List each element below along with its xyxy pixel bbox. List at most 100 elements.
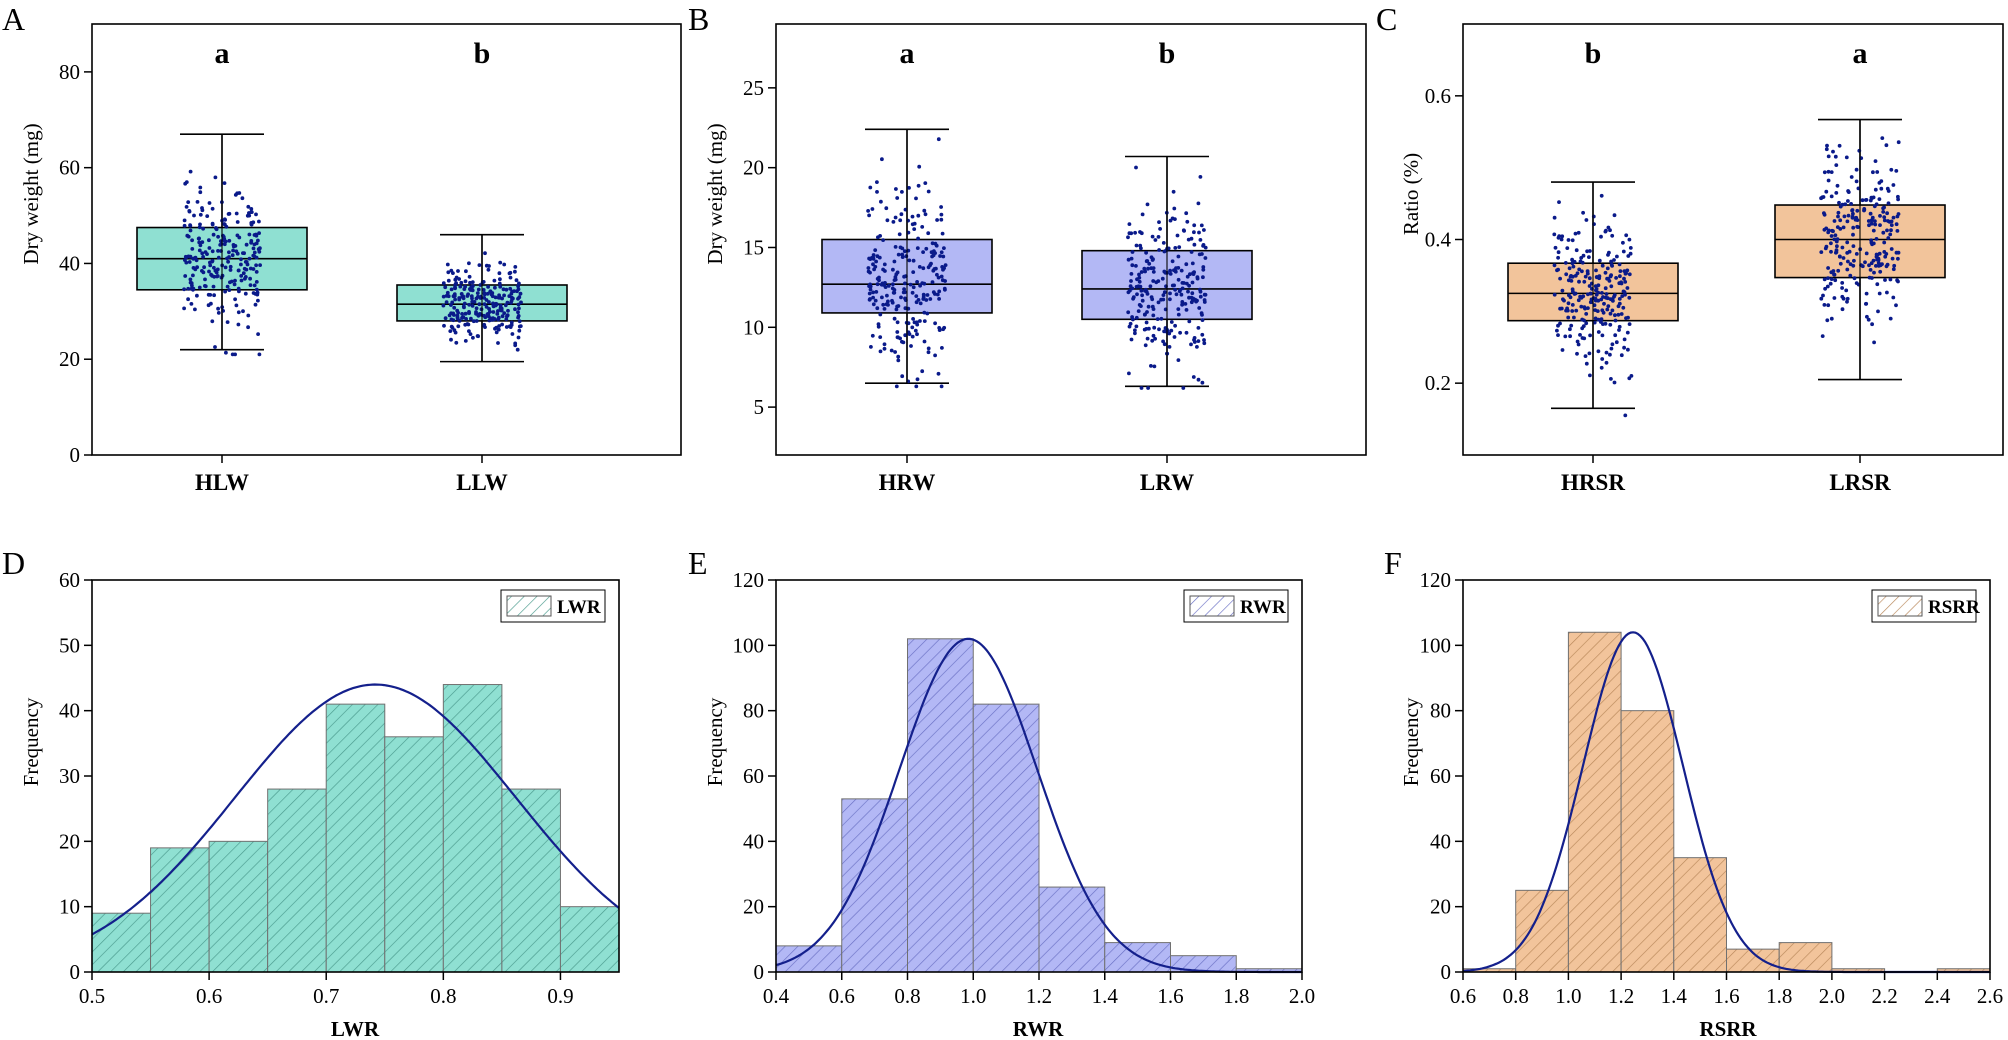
data-point [1185, 219, 1190, 224]
data-point [903, 281, 907, 286]
data-point [464, 269, 468, 274]
data-point [1185, 274, 1190, 279]
data-point [1191, 272, 1196, 276]
data-point [1606, 304, 1611, 308]
data-point [1162, 342, 1167, 347]
data-point [1190, 261, 1195, 266]
data-point [926, 346, 931, 351]
plot-frame [1462, 23, 2004, 456]
data-point [1609, 262, 1614, 267]
y-tick-label: 0 [1441, 960, 1452, 984]
data-point [1848, 273, 1853, 278]
data-point [1152, 364, 1157, 369]
data-point [1892, 263, 1897, 268]
data-point [1190, 280, 1195, 285]
data-point [922, 339, 927, 344]
data-point [1864, 302, 1868, 306]
data-point [224, 224, 229, 229]
data-point [885, 293, 889, 298]
data-point [1882, 250, 1887, 254]
data-point [1619, 280, 1623, 285]
data-point [470, 288, 475, 293]
data-point [908, 282, 913, 287]
data-point [914, 196, 918, 201]
data-point [875, 282, 880, 287]
y-tick-label: 20 [1430, 895, 1451, 919]
data-point [878, 312, 883, 317]
data-point [877, 278, 881, 283]
data-point [1129, 272, 1134, 276]
data-point [1149, 295, 1154, 299]
data-point [883, 285, 888, 289]
data-point [874, 259, 878, 264]
y-axis: 0 20 40 60 80 100 120 [733, 568, 765, 984]
data-point [1844, 288, 1849, 293]
data-point [1851, 232, 1855, 237]
data-point [1201, 275, 1205, 280]
data-point [1190, 298, 1195, 303]
data-point [463, 284, 467, 289]
histogram-bar-hatch [267, 788, 327, 973]
data-point [891, 267, 895, 272]
data-point [1187, 319, 1192, 324]
data-point [1200, 252, 1204, 256]
data-point [1131, 317, 1135, 322]
data-point [1869, 218, 1874, 223]
data-point [235, 251, 240, 256]
data-point [1885, 228, 1889, 233]
data-point [1574, 248, 1579, 253]
data-point [200, 206, 204, 210]
data-point [187, 209, 192, 213]
data-point [1864, 291, 1869, 296]
data-point [1153, 238, 1158, 242]
category-label: HRW [879, 470, 936, 495]
data-point [1826, 276, 1830, 280]
data-point [1833, 278, 1838, 283]
data-point [1143, 269, 1147, 274]
data-point [1872, 204, 1877, 209]
data-point [185, 233, 190, 238]
data-point [1603, 321, 1608, 326]
data-point [249, 210, 254, 215]
data-point [1134, 243, 1139, 248]
data-point [471, 319, 476, 324]
y-tick-label: 40 [59, 699, 80, 723]
data-point [201, 226, 206, 231]
data-point [481, 323, 486, 328]
data-point [895, 270, 900, 275]
data-point [1882, 240, 1887, 245]
data-point [461, 296, 466, 301]
data-point [228, 268, 233, 272]
data-point [514, 278, 519, 283]
data-point [1135, 292, 1139, 297]
data-point [1578, 259, 1583, 264]
data-point [940, 231, 945, 236]
data-point [1854, 179, 1859, 184]
data-point [871, 302, 876, 307]
y-tick-label: 40 [59, 251, 80, 275]
data-point [1172, 206, 1177, 211]
data-point [1894, 250, 1899, 255]
data-point [1867, 223, 1871, 228]
data-point [1196, 377, 1201, 382]
data-point [1560, 234, 1565, 239]
x-tick-label: 1.6 [1713, 984, 1739, 1008]
data-point [1841, 225, 1846, 230]
data-point [871, 290, 875, 295]
y-tick-label: 10 [743, 315, 764, 339]
histogram-bar-hatch [1515, 889, 1569, 973]
data-point [1617, 262, 1622, 267]
data-point [210, 259, 215, 263]
data-point [1612, 380, 1617, 385]
data-point [1594, 292, 1599, 297]
data-point [1143, 343, 1148, 348]
data-point [1161, 339, 1165, 344]
data-point [1879, 186, 1884, 191]
data-point [893, 245, 898, 249]
data-point [203, 284, 207, 288]
data-point [914, 384, 919, 389]
data-point [940, 278, 945, 283]
data-point [1856, 186, 1861, 191]
data-point [183, 274, 188, 278]
data-point [1894, 222, 1899, 227]
